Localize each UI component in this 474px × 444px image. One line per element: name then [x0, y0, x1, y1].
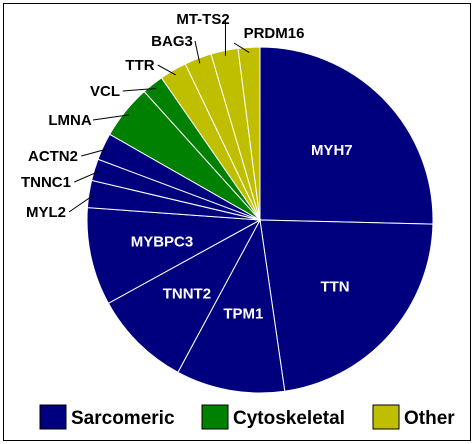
- legend-label-sarcomeric: Sarcomeric: [71, 408, 175, 429]
- legend-label-cytoskeletal: Cytoskeletal: [233, 408, 345, 429]
- legend-label-other: Other: [404, 408, 455, 429]
- pie-slice-ttn: [259, 219, 434, 392]
- slice-label-ttn: TTN: [320, 279, 349, 296]
- slice-label-tnnc1: TNNC1: [21, 174, 71, 191]
- slice-label-actn2: ACTN2: [28, 148, 78, 165]
- pie-slice-tpm1: [177, 218, 286, 394]
- leader-line-prdm16: [233, 42, 250, 53]
- leader-line-bag3: [194, 40, 201, 64]
- slice-label-lmna: LMNA: [48, 112, 91, 129]
- leader-line-tnnc1: [74, 170, 100, 183]
- pie-slices: [86, 46, 434, 394]
- pie-slice-prdm16: [237, 46, 261, 221]
- pie-slice-mybpc3: [86, 207, 262, 304]
- leader-line-lmna: [92, 114, 130, 121]
- legend-swatch-sarcomeric: [39, 404, 67, 430]
- slice-label-myl2: MYL2: [26, 204, 66, 221]
- slice-labels: MYH7 TTN TPM1 TNNT2 MYBPC3 MYL2 TNNC1 ACTN2 LMNA…: [21, 11, 353, 323]
- slice-label-mybpc3: MYBPC3: [131, 233, 194, 250]
- leader-line-ttr: [157, 64, 176, 76]
- slice-label-mt-ts2: MT-TS2: [176, 11, 229, 28]
- leader-lines: [68, 19, 250, 213]
- legend: Sarcomeric Cytoskeletal Other: [39, 404, 455, 430]
- slice-label-tnnt2: TNNT2: [163, 286, 211, 303]
- slice-label-myh7: MYH7: [311, 142, 353, 159]
- slice-label-vcl: VCL: [90, 83, 120, 100]
- legend-swatch-cytoskeletal: [201, 404, 229, 430]
- leader-line-myl2: [68, 194, 95, 213]
- leader-line-vcl: [122, 87, 156, 92]
- leader-line-actn2: [81, 148, 109, 157]
- slice-label-tpm1: TPM1: [223, 306, 263, 323]
- legend-swatch-other: [372, 404, 400, 430]
- pie-slice-tnnt2: [107, 218, 262, 373]
- slice-label-bag3: BAG3: [151, 33, 193, 50]
- pie-slice-myh7: [259, 46, 434, 225]
- slice-label-ttr: TTR: [125, 57, 154, 74]
- slice-label-prdm16: PRDM16: [244, 25, 305, 42]
- chart-frame: [3, 3, 471, 441]
